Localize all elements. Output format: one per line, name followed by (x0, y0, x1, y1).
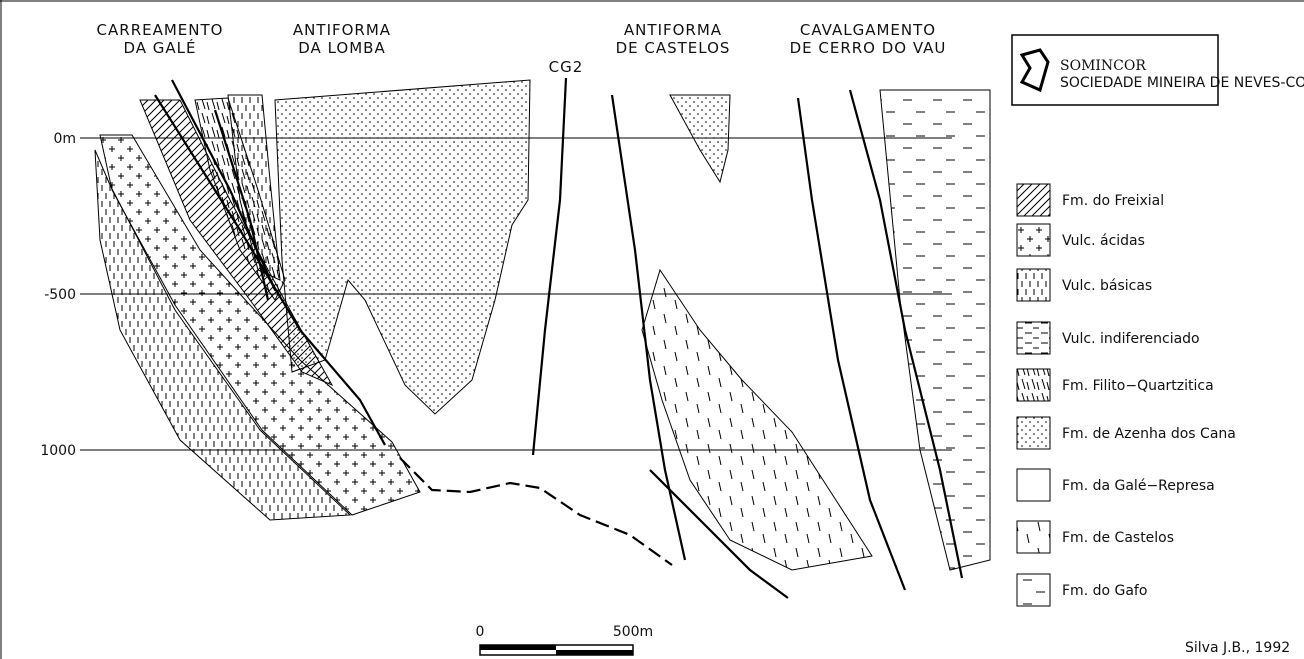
scale-end: 500m (613, 624, 653, 640)
legend-label: Vulc. ácidas (1062, 233, 1145, 249)
thrust (400, 458, 672, 565)
legend-label: Fm. do Freixial (1062, 193, 1164, 209)
legend-swatch (1017, 521, 1050, 553)
legend-label: Fm. da Galé−Represa (1062, 478, 1215, 494)
section-title: DA LOMBA (298, 39, 385, 57)
legend-label: Fm. do Gafo (1062, 583, 1147, 599)
well-label: CG2 (549, 58, 584, 76)
legend-swatch (1017, 224, 1050, 256)
depth-label: 0m (53, 131, 76, 147)
depth-label: 1000 (40, 443, 76, 459)
cross-section: SOMINCORSOCIEDADE MINEIRA DE NEVES-CORVO… (0, 0, 1304, 659)
legend-label: Fm. de Castelos (1062, 530, 1174, 546)
legend-label: Fm. de Azenha dos Cana (1062, 426, 1236, 442)
legend-swatch (1017, 269, 1050, 301)
legend-label: Fm. Filito−Quartzitica (1062, 378, 1214, 394)
logo-subtitle: SOCIEDADE MINEIRA DE NEVES-CORVO, SA (1060, 75, 1304, 91)
credit: Silva J.B., 1992 (1185, 640, 1290, 656)
legend-label: Vulc. indiferenciado (1062, 331, 1200, 347)
legend-swatch (1017, 469, 1050, 501)
legend-swatch (1017, 369, 1050, 401)
section-title: ANTIFORMA (624, 21, 722, 39)
formation (880, 90, 990, 570)
logo-icon (1022, 50, 1048, 90)
section-title: DA GALÉ (123, 38, 196, 57)
legend-swatch (1017, 184, 1050, 216)
scale-start: 0 (476, 624, 485, 640)
section-title: CAVALGAMENTO (800, 21, 936, 39)
depth-label: -500 (44, 287, 76, 303)
scale-fill (480, 645, 556, 650)
section-title: DE CASTELOS (616, 39, 731, 57)
geology (0, 0, 1304, 659)
legend-swatch (1017, 417, 1050, 449)
legend-swatch (1017, 574, 1050, 606)
section-title: ANTIFORMA (293, 21, 391, 39)
logo-name: SOMINCOR (1060, 58, 1146, 74)
legend-swatch (1017, 322, 1050, 354)
legend-label: Vulc. básicas (1062, 278, 1152, 294)
section-title: DE CERRO DO VAU (790, 39, 947, 57)
fault (533, 78, 566, 455)
section-title: CARREAMENTO (97, 21, 224, 39)
scale-fill (556, 650, 633, 655)
